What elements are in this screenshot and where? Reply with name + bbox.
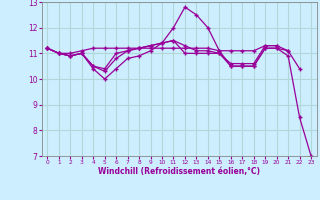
- X-axis label: Windchill (Refroidissement éolien,°C): Windchill (Refroidissement éolien,°C): [98, 167, 260, 176]
